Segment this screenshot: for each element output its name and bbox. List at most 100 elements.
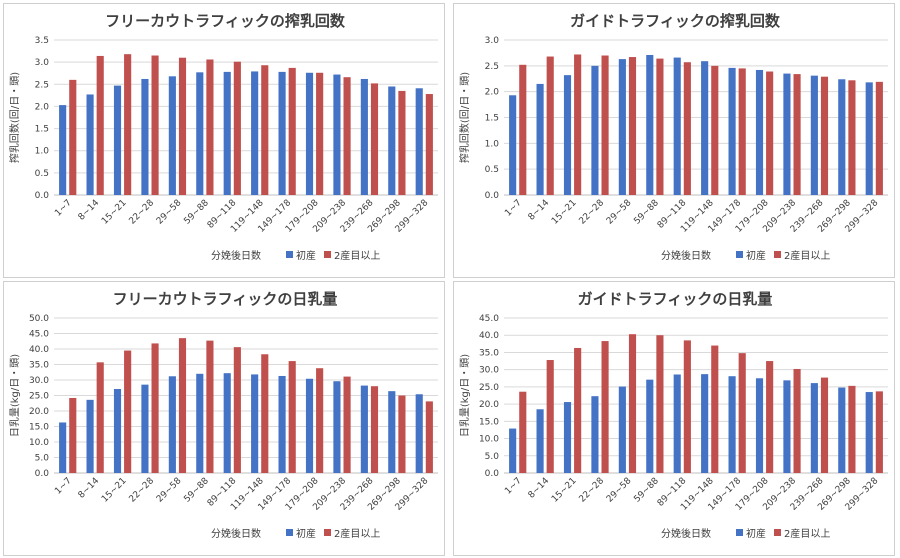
x-tick-label: 15~21 xyxy=(100,198,129,227)
bar-multiparous xyxy=(875,391,883,473)
y-axis-label: 日乳量(kg/日・頭) xyxy=(8,354,21,437)
bar-primiparous xyxy=(305,72,314,195)
x-axis-label: 分娩後日数 xyxy=(211,249,261,262)
x-tick-label: 29~58 xyxy=(155,198,184,227)
bar-primiparous xyxy=(563,402,572,473)
bar-multiparous xyxy=(69,397,77,473)
y-tick-label: 1.0 xyxy=(35,147,50,157)
bar-primiparous xyxy=(563,75,572,195)
bar-primiparous xyxy=(278,375,286,473)
legend-label: 2産目以上 xyxy=(334,249,380,262)
x-tick-label: 1~7 xyxy=(53,476,74,497)
bar-primiparous xyxy=(865,82,873,195)
bar-multiparous xyxy=(316,72,324,195)
bar-primiparous xyxy=(509,428,517,473)
y-tick-label: 10.0 xyxy=(479,435,499,445)
bar-multiparous xyxy=(151,55,159,195)
bar-multiparous xyxy=(343,376,351,473)
bar-multiparous xyxy=(738,68,746,195)
bar-multiparous xyxy=(316,368,324,473)
x-axis-label: 分娩後日数 xyxy=(661,249,711,262)
y-axis-label: 日乳量(kg/日・頭) xyxy=(458,354,471,437)
bar-primiparous xyxy=(728,376,736,473)
bar-multiparous xyxy=(628,57,637,195)
bar-primiparous xyxy=(113,85,122,195)
bar-multiparous xyxy=(96,55,104,195)
bar-primiparous xyxy=(59,422,67,473)
y-axis-label: 搾乳回数(回/日・頭) xyxy=(458,72,471,163)
bar-multiparous xyxy=(425,94,433,195)
y-tick-label: 35.0 xyxy=(479,348,499,358)
bar-multiparous xyxy=(233,347,241,473)
bar-primiparous xyxy=(251,374,259,473)
bar-primiparous xyxy=(810,383,818,473)
bar-primiparous xyxy=(646,54,654,195)
y-tick-label: 25.0 xyxy=(479,383,499,393)
y-tick-label: 15.0 xyxy=(29,423,49,433)
bar-multiparous xyxy=(370,386,379,473)
bar-primiparous xyxy=(360,385,368,473)
bar-primiparous xyxy=(141,384,149,473)
bar-multiparous xyxy=(178,57,187,195)
x-tick-label: 15~21 xyxy=(550,198,579,227)
chart-svg: フリーカウトラフィックの搾乳回数 0.0 0.5 1.0 1.5 2.0 2.5 3.0 3.5… xyxy=(8,12,438,262)
legend-swatch xyxy=(774,529,781,536)
bar-multiparous xyxy=(233,61,241,196)
bar-multiparous xyxy=(69,79,77,195)
bar-primiparous xyxy=(278,71,286,195)
chart-title: ガイドトラフィックの搾乳回数 xyxy=(570,12,781,30)
bar-primiparous xyxy=(673,374,681,473)
bar-multiparous xyxy=(398,90,406,195)
y-tick-label: 0.0 xyxy=(35,191,50,201)
bar-primiparous xyxy=(755,69,764,195)
bar-primiparous xyxy=(536,83,544,195)
bar-primiparous xyxy=(333,74,341,195)
legend-swatch xyxy=(286,529,293,536)
y-tick-label: 50.0 xyxy=(29,314,49,324)
bar-primiparous xyxy=(388,86,396,195)
y-tick-label: 3.5 xyxy=(35,36,49,46)
bar-multiparous xyxy=(546,56,554,196)
x-tick-label: 22~28 xyxy=(128,476,157,505)
y-tick-label: 1.5 xyxy=(35,125,49,135)
bar-primiparous xyxy=(168,376,176,473)
y-axis-label: 搾乳回数(回/日・頭) xyxy=(8,72,21,163)
bar-multiparous xyxy=(793,368,801,473)
legend-swatch xyxy=(324,529,331,536)
bar-primiparous xyxy=(251,71,259,195)
chart-svg: フリーカウトラフィックの日乳量 0.0 5.0 10.0 15.0 20.0 25.0 30.… xyxy=(8,290,438,540)
bar-multiparous xyxy=(601,341,609,473)
chart-svg: ガイドトラフィックの日乳量 0.0 5.0 10.0 15.0 20.0 25.0 30.0 3… xyxy=(458,290,888,540)
bar-multiparous xyxy=(711,345,719,473)
bar-primiparous xyxy=(141,78,149,195)
chart-title: フリーカウトラフィックの日乳量 xyxy=(113,290,338,308)
y-tick-label: 10.0 xyxy=(29,438,49,448)
bar-primiparous xyxy=(783,73,791,195)
bar-primiparous xyxy=(728,67,736,195)
x-tick-label: 22~28 xyxy=(578,476,607,505)
bar-multiparous xyxy=(766,361,774,473)
bar-multiparous xyxy=(683,340,691,473)
y-tick-label: 45.0 xyxy=(479,314,499,324)
bar-multiparous xyxy=(683,62,691,195)
bar-primiparous xyxy=(86,94,94,195)
y-tick-label: 25.0 xyxy=(29,392,49,402)
y-tick-label: 2.0 xyxy=(35,102,50,112)
y-tick-label: 0.0 xyxy=(35,469,50,479)
bar-multiparous xyxy=(875,81,883,195)
bar-multiparous xyxy=(793,74,801,195)
bar-primiparous xyxy=(865,392,873,473)
bar-primiparous xyxy=(591,396,599,473)
bar-multiparous xyxy=(738,353,746,473)
x-tick-label: 15~21 xyxy=(550,476,579,505)
bar-primiparous xyxy=(591,65,599,195)
legend-label: 初産 xyxy=(746,527,766,540)
y-tick-label: 5.0 xyxy=(35,454,50,464)
bar-multiparous xyxy=(96,362,104,473)
bar-multiparous xyxy=(206,340,214,473)
x-axis-label: 分娩後日数 xyxy=(661,527,711,540)
y-tick-label: 5.0 xyxy=(485,452,500,462)
bar-multiparous xyxy=(574,347,582,473)
x-tick-label: 1~7 xyxy=(503,198,524,219)
bar-primiparous xyxy=(415,88,423,195)
